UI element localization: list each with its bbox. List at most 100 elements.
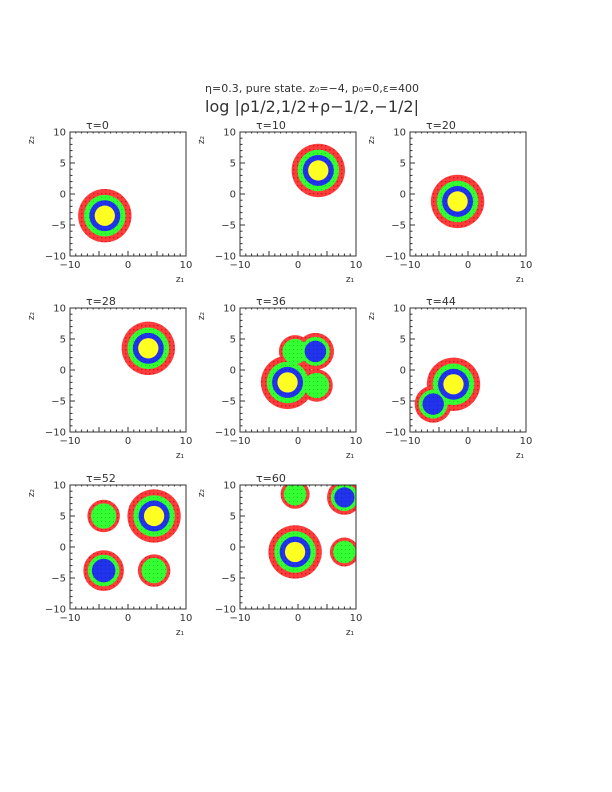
y-tick-label: 0 [400, 366, 406, 377]
y-tick-label: −10 [45, 428, 66, 439]
x-axis-label: z₁ [346, 275, 355, 285]
y-tick-label: −10 [215, 605, 236, 616]
y-tick-label: 10 [53, 481, 66, 492]
blob-0-ring-green [90, 503, 117, 529]
x-tick-label: −10 [399, 260, 420, 271]
x-axis-label: z₁ [346, 628, 355, 638]
tick-marks [409, 307, 527, 433]
x-axis-label: z₁ [346, 451, 355, 461]
y-tick-label: 0 [230, 543, 236, 554]
tau-label: τ=52 [86, 472, 116, 485]
blob-layer [260, 332, 334, 410]
blob-2-center-dot [101, 568, 107, 573]
x-tick-label: −10 [59, 436, 80, 447]
y-axis-label: z₂ [197, 135, 207, 144]
y-axis-label: z₂ [367, 311, 377, 320]
y-tick-label: −5 [391, 397, 406, 408]
blob-1-center-dot [342, 495, 347, 500]
x-tick-label: −10 [229, 436, 250, 447]
y-tick-label: −5 [221, 574, 236, 585]
tick-marks [239, 307, 357, 433]
panel-2: −10 0 10 10 5 0 −5 −10 z₁ z₂ τ=20 [367, 119, 532, 285]
y-tick-label: 10 [53, 128, 66, 139]
y-tick-label: −5 [391, 221, 406, 232]
y-tick-label: −5 [51, 574, 66, 585]
y-tick-label: −5 [221, 397, 236, 408]
blob-2-core-yellow [284, 541, 306, 563]
x-tick-label: 0 [465, 260, 471, 271]
y-tick-label: −5 [51, 397, 66, 408]
x-tick-label: 10 [180, 613, 193, 624]
y-tick-label: 0 [230, 190, 236, 201]
blob-1-center-dot [313, 349, 318, 354]
y-axis-label: z₂ [27, 135, 37, 144]
y-tick-label: 0 [400, 190, 406, 201]
y-tick-label: −10 [45, 605, 66, 616]
y-tick-label: 0 [230, 366, 236, 377]
y-tick-label: −10 [385, 252, 406, 263]
tick-marks [409, 131, 527, 257]
y-tick-label: −5 [221, 221, 236, 232]
panel-0: −10 0 10 10 5 0 −5 −10 z₁ z₂ τ=0 [27, 119, 192, 285]
blob-0-ring-green [282, 338, 308, 365]
x-tick-label: −10 [59, 613, 80, 624]
y-tick-label: 5 [400, 159, 406, 170]
blob-layer [83, 489, 181, 591]
x-tick-label: 10 [350, 613, 363, 624]
blob-0-core-yellow [308, 160, 329, 181]
tau-label: τ=0 [86, 119, 109, 132]
y-tick-label: 10 [223, 481, 236, 492]
blob-3-ring-green [333, 540, 356, 564]
blob-layer [78, 189, 132, 243]
x-tick-label: −10 [399, 436, 420, 447]
blob-layer [430, 174, 485, 229]
blob-0-center-dot [430, 401, 436, 407]
y-tick-label: 10 [393, 304, 406, 315]
tau-label: τ=44 [426, 295, 456, 308]
plot-area [240, 132, 356, 256]
x-tick-label: −10 [229, 613, 250, 624]
blob-0-core-yellow [94, 205, 115, 226]
x-tick-label: 10 [350, 436, 363, 447]
x-axis-label: z₁ [516, 451, 525, 461]
blob-layer [291, 143, 345, 198]
y-tick-label: 0 [60, 366, 66, 377]
x-tick-label: 10 [180, 436, 193, 447]
y-tick-label: −10 [45, 252, 66, 263]
x-tick-label: 10 [350, 260, 363, 271]
y-tick-label: 5 [60, 335, 66, 346]
tick-marks [69, 307, 187, 433]
tau-label: τ=60 [256, 472, 286, 485]
panel-7: −10 0 10 10 5 0 −5 −10 z₁ z₂ τ=60 [197, 472, 362, 638]
y-tick-label: 5 [230, 159, 236, 170]
blob-0-ring-green [283, 485, 307, 506]
blob-3-core-yellow [277, 372, 298, 393]
y-tick-label: −10 [215, 428, 236, 439]
tick-marks [69, 131, 187, 257]
x-axis-label: z₁ [176, 275, 185, 285]
y-tick-label: −5 [51, 221, 66, 232]
tau-label: τ=20 [426, 119, 456, 132]
x-tick-label: 0 [295, 436, 301, 447]
y-tick-label: 10 [223, 128, 236, 139]
y-tick-label: 5 [400, 335, 406, 346]
y-axis-label: z₂ [197, 488, 207, 497]
panel-6: −10 0 10 10 5 0 −5 −10 z₁ z₂ τ=52 [27, 472, 192, 638]
blob-3-ring-green [141, 557, 167, 584]
plot-area [70, 308, 186, 432]
x-tick-label: 0 [465, 436, 471, 447]
x-tick-label: −10 [229, 260, 250, 271]
blob-layer [121, 321, 175, 375]
x-axis-label: z₁ [176, 451, 185, 461]
x-tick-label: 10 [520, 436, 533, 447]
plot-area [70, 132, 186, 256]
blob-2-ring-green [303, 372, 330, 399]
y-tick-label: 0 [60, 543, 66, 554]
x-tick-label: 10 [180, 260, 193, 271]
x-tick-label: 0 [295, 260, 301, 271]
y-tick-label: 0 [60, 190, 66, 201]
y-tick-label: 10 [53, 304, 66, 315]
y-tick-label: −10 [385, 428, 406, 439]
x-tick-label: 10 [520, 260, 533, 271]
panel-grid: −10 0 10 10 5 0 −5 −10 z₁ z₂ τ=0 −10 0 10 10 5 0 −5 −10 z₁ z… [27, 119, 532, 638]
